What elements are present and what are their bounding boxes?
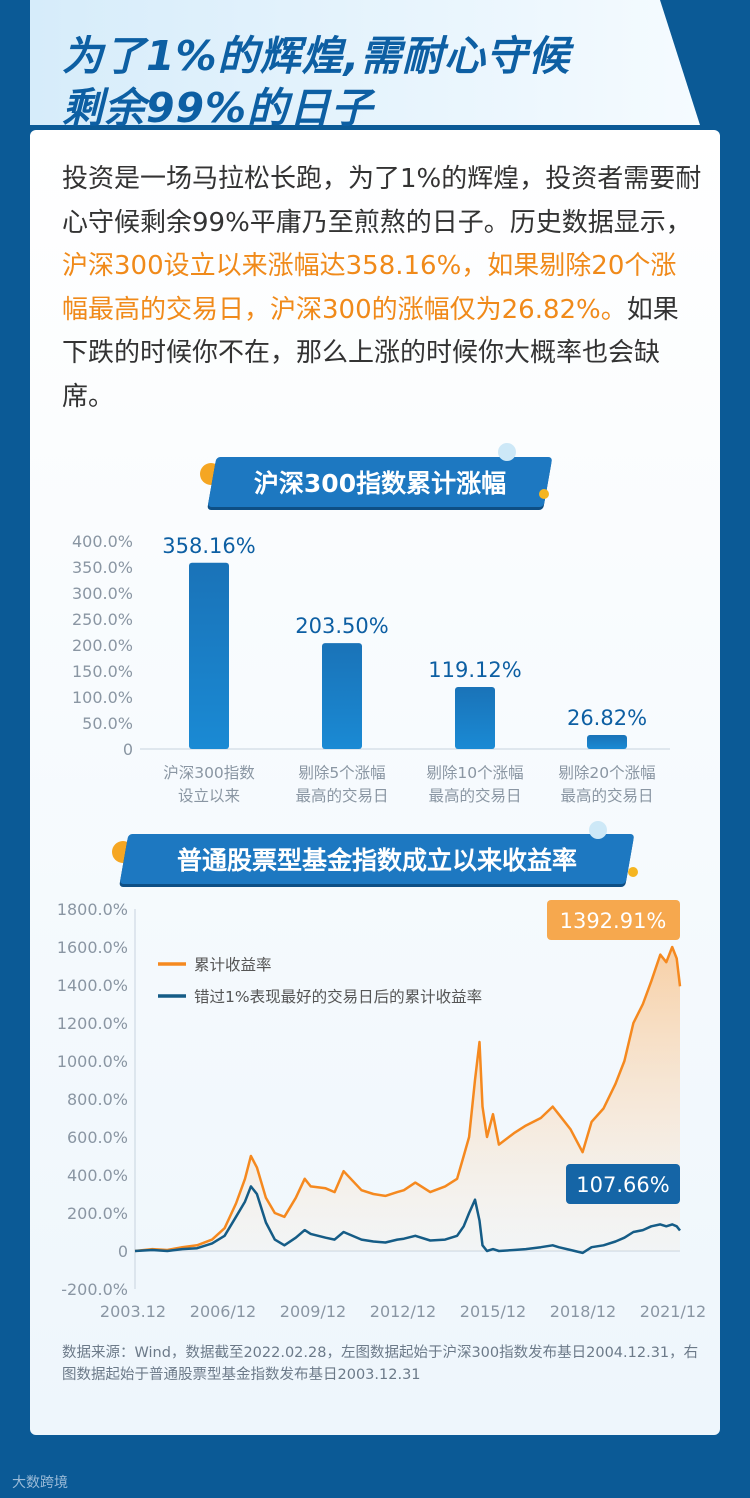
- chart1-banner: 沪深300指数累计涨幅: [207, 457, 553, 507]
- intro-text: 投资是一场马拉松长跑，为了1%的辉煌，投资者需要耐心守候剩余99%平庸乃至煎熬的…: [62, 164, 702, 238]
- decor-dot-yellow-2: [628, 867, 638, 877]
- page-title-line1: 为了1%的辉煌,需耐心守候: [62, 32, 571, 80]
- intro-highlight: 沪深300设立以来涨幅达358.16%，如果剔除20个涨幅最高的交易日，沪深30…: [62, 251, 677, 325]
- chart1-banner-title: 沪深300指数累计涨幅: [253, 469, 507, 498]
- decor-dot-light: [498, 443, 516, 461]
- intro-paragraph: 投资是一场马拉松长跑，为了1%的辉煌，投资者需要耐心守候剩余99%平庸乃至煎熬的…: [62, 158, 702, 419]
- decor-dot-light-2: [589, 821, 607, 839]
- chart2-banner-title: 普通股票型基金指数成立以来收益率: [176, 846, 577, 875]
- data-source-note: 数据来源：Wind，数据截至2022.02.28，左图数据起始于沪深300指数发…: [62, 1345, 699, 1383]
- decor-dot-yellow: [539, 489, 549, 499]
- intro-text-end: 如果下跌的时候你不在，那么上涨的时候你大概率也会缺席。: [62, 294, 679, 412]
- brand-watermark: 大数跨境: [12, 1475, 68, 1491]
- page-title-line2: 剩余99%的日子: [62, 84, 374, 132]
- chart2-banner: 普通股票型基金指数成立以来收益率: [119, 834, 635, 884]
